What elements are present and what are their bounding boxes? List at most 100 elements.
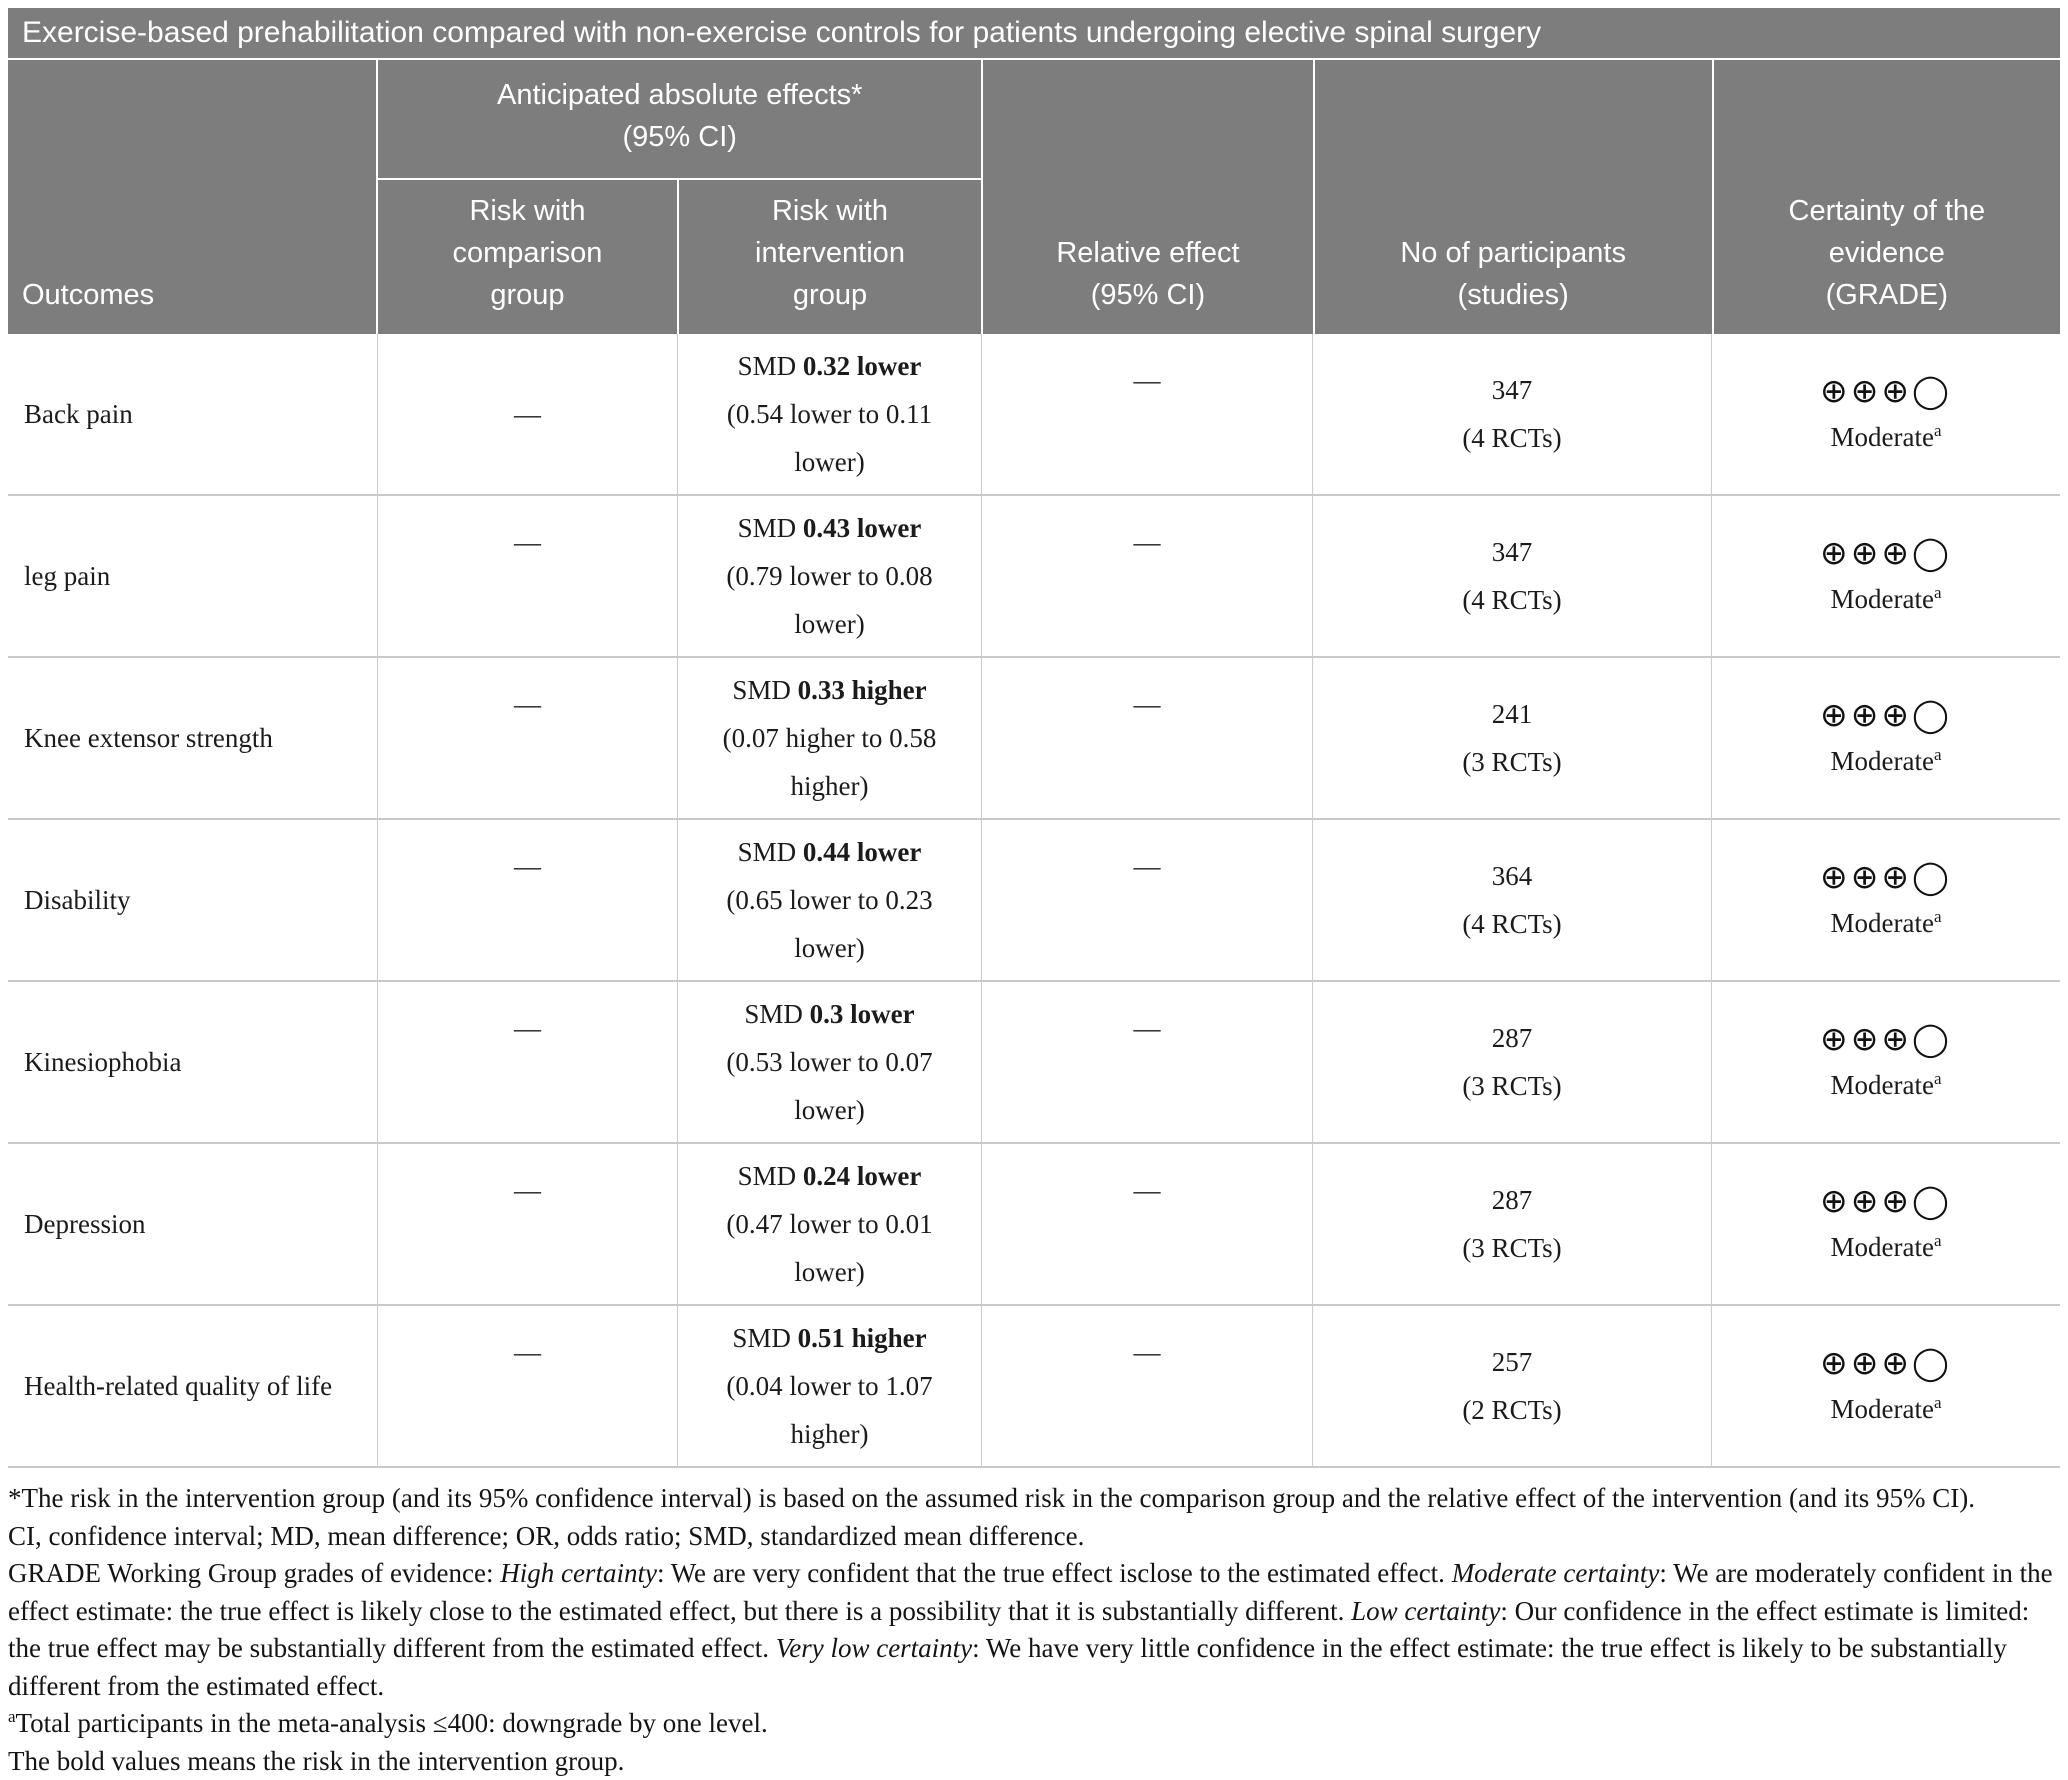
confidence-interval: (0.53 lower to 0.07 lower) xyxy=(702,1038,958,1134)
risk-comparison-cell: — xyxy=(378,496,678,658)
header-risk-comparison-line2: comparison xyxy=(453,232,603,274)
effect-value-bold: 0.24 lower xyxy=(803,1161,921,1191)
table-title: Exercise-based prehabilitation compared … xyxy=(8,8,2060,58)
risk-intervention-cell: SMD 0.43 lower (0.79 lower to 0.08 lower… xyxy=(678,496,982,658)
participants-count: 287 xyxy=(1313,1176,1711,1224)
footnote-marker: a xyxy=(1934,745,1942,764)
header-relative-effect-line1: Relative effect xyxy=(1056,232,1239,274)
header-risk-intervention-group: Risk with intervention group xyxy=(679,180,982,334)
outcome-cell: Knee extensor strength xyxy=(8,658,378,820)
header-risk-comparison-line1: Risk with xyxy=(469,190,585,232)
header-risk-intervention-line1: Risk with xyxy=(772,190,888,232)
header-certainty: Certainty of the evidence (GRADE) xyxy=(1714,60,2060,334)
header-risk-intervention-line3: group xyxy=(793,274,867,316)
grade-circles-icon: ⊕⊕⊕◯ xyxy=(1712,1340,2060,1386)
participants-count: 287 xyxy=(1313,1014,1711,1062)
table-header: Outcomes Anticipated absolute effects* (… xyxy=(8,60,2060,334)
participants-cell: 287 (3 RCTs) xyxy=(1313,982,1712,1144)
effect-value-bold: 0.43 lower xyxy=(803,513,921,543)
studies-count: (3 RCTs) xyxy=(1313,738,1711,786)
footnote-grade-definitions: GRADE Working Group grades of evidence: … xyxy=(8,1555,2060,1705)
outcome-cell: Health-related quality of life xyxy=(8,1306,378,1468)
certainty-label: Moderatea xyxy=(1712,1062,2060,1108)
header-participants: No of participants (studies) xyxy=(1315,60,1712,334)
risk-intervention-cell: SMD 0.44 lower (0.65 lower to 0.23 lower… xyxy=(678,820,982,982)
header-risk-intervention-line2: intervention xyxy=(755,232,905,274)
header-risk-comparison-group: Risk with comparison group xyxy=(378,180,677,334)
header-certainty-line3: (GRADE) xyxy=(1826,274,1948,316)
certainty-cell: ⊕⊕⊕◯ Moderatea xyxy=(1712,1306,2060,1468)
footnote-bold-values: The bold values means the risk in the in… xyxy=(8,1743,2060,1780)
participants-count: 241 xyxy=(1313,690,1711,738)
participants-cell: 241 (3 RCTs) xyxy=(1313,658,1712,820)
header-anticipated-line2: (95% CI) xyxy=(623,116,737,158)
risk-comparison-cell: — xyxy=(378,820,678,982)
header-anticipated-absolute-effects: Anticipated absolute effects* (95% CI) xyxy=(378,60,981,178)
risk-intervention-cell: SMD 0.24 lower (0.47 lower to 0.01 lower… xyxy=(678,1144,982,1306)
very-low-certainty-term: Very low certainty xyxy=(776,1633,972,1663)
footnotes: *The risk in the intervention group (and… xyxy=(8,1480,2060,1780)
relative-effect-cell: — xyxy=(982,496,1313,658)
studies-count: (3 RCTs) xyxy=(1313,1062,1711,1110)
studies-count: (4 RCTs) xyxy=(1313,900,1711,948)
header-certainty-line1: Certainty of the xyxy=(1789,190,1986,232)
risk-comparison-cell: — xyxy=(378,1306,678,1468)
participants-cell: 347 (4 RCTs) xyxy=(1313,496,1712,658)
certainty-cell: ⊕⊕⊕◯ Moderatea xyxy=(1712,658,2060,820)
risk-intervention-cell: SMD 0.32 lower (0.54 lower to 0.11 lower… xyxy=(678,334,982,496)
certainty-label: Moderatea xyxy=(1712,1386,2060,1432)
footnote-risk-basis: *The risk in the intervention group (and… xyxy=(8,1480,2060,1518)
smd-effect-line: SMD 0.3 lower xyxy=(678,990,981,1038)
footnote-marker: a xyxy=(1934,583,1942,602)
outcome-cell: Kinesiophobia xyxy=(8,982,378,1144)
risk-comparison-cell: — xyxy=(378,982,678,1144)
effect-value-bold: 0.44 lower xyxy=(803,837,921,867)
relative-effect-cell: — xyxy=(982,1306,1313,1468)
footnote-a: aTotal participants in the meta-analysis… xyxy=(8,1705,2060,1743)
header-relative-effect: Relative effect (95% CI) xyxy=(983,60,1312,334)
risk-comparison-cell: — xyxy=(378,658,678,820)
certainty-label: Moderatea xyxy=(1712,738,2060,784)
studies-count: (4 RCTs) xyxy=(1313,414,1711,462)
participants-count: 364 xyxy=(1313,852,1711,900)
header-outcomes: Outcomes xyxy=(8,60,376,334)
high-certainty-term: High certainty xyxy=(500,1558,657,1588)
studies-count: (3 RCTs) xyxy=(1313,1224,1711,1272)
risk-intervention-cell: SMD 0.51 higher (0.04 lower to 1.07 high… xyxy=(678,1306,982,1468)
outcome-cell: Depression xyxy=(8,1144,378,1306)
certainty-cell: ⊕⊕⊕◯ Moderatea xyxy=(1712,1144,2060,1306)
low-certainty-term: Low certainty xyxy=(1351,1596,1500,1626)
certainty-cell: ⊕⊕⊕◯ Moderatea xyxy=(1712,820,2060,982)
grade-circles-icon: ⊕⊕⊕◯ xyxy=(1712,530,2060,576)
certainty-label: Moderatea xyxy=(1712,414,2060,460)
smd-effect-line: SMD 0.33 higher xyxy=(678,666,981,714)
relative-effect-cell: — xyxy=(982,334,1313,496)
participants-count: 257 xyxy=(1313,1338,1711,1386)
certainty-label: Moderatea xyxy=(1712,900,2060,946)
risk-comparison-cell: — xyxy=(378,334,678,496)
relative-effect-cell: — xyxy=(982,1144,1313,1306)
effect-value-bold: 0.3 lower xyxy=(810,999,915,1029)
confidence-interval: (0.07 higher to 0.58 higher) xyxy=(702,714,958,810)
effect-value-bold: 0.33 higher xyxy=(798,675,927,705)
header-participants-line2: (studies) xyxy=(1458,274,1569,316)
header-risk-comparison-line3: group xyxy=(490,274,564,316)
risk-comparison-cell: — xyxy=(378,1144,678,1306)
certainty-label: Moderatea xyxy=(1712,1224,2060,1270)
footnote-a-marker: a xyxy=(8,1707,16,1726)
studies-count: (4 RCTs) xyxy=(1313,576,1711,624)
grade-circles-icon: ⊕⊕⊕◯ xyxy=(1712,368,2060,414)
participants-cell: 364 (4 RCTs) xyxy=(1313,820,1712,982)
participants-count: 347 xyxy=(1313,366,1711,414)
footnote-abbreviations: CI, confidence interval; MD, mean differ… xyxy=(8,1518,2060,1556)
header-anticipated-line1: Anticipated absolute effects* xyxy=(497,74,862,116)
relative-effect-cell: — xyxy=(982,820,1313,982)
footnote-marker: a xyxy=(1934,421,1942,440)
grade-circles-icon: ⊕⊕⊕◯ xyxy=(1712,1178,2060,1224)
certainty-cell: ⊕⊕⊕◯ Moderatea xyxy=(1712,982,2060,1144)
header-relative-effect-line2: (95% CI) xyxy=(1091,274,1205,316)
risk-intervention-cell: SMD 0.3 lower (0.53 lower to 0.07 lower) xyxy=(678,982,982,1144)
risk-intervention-cell: SMD 0.33 higher (0.07 higher to 0.58 hig… xyxy=(678,658,982,820)
effect-value-bold: 0.51 higher xyxy=(798,1323,927,1353)
